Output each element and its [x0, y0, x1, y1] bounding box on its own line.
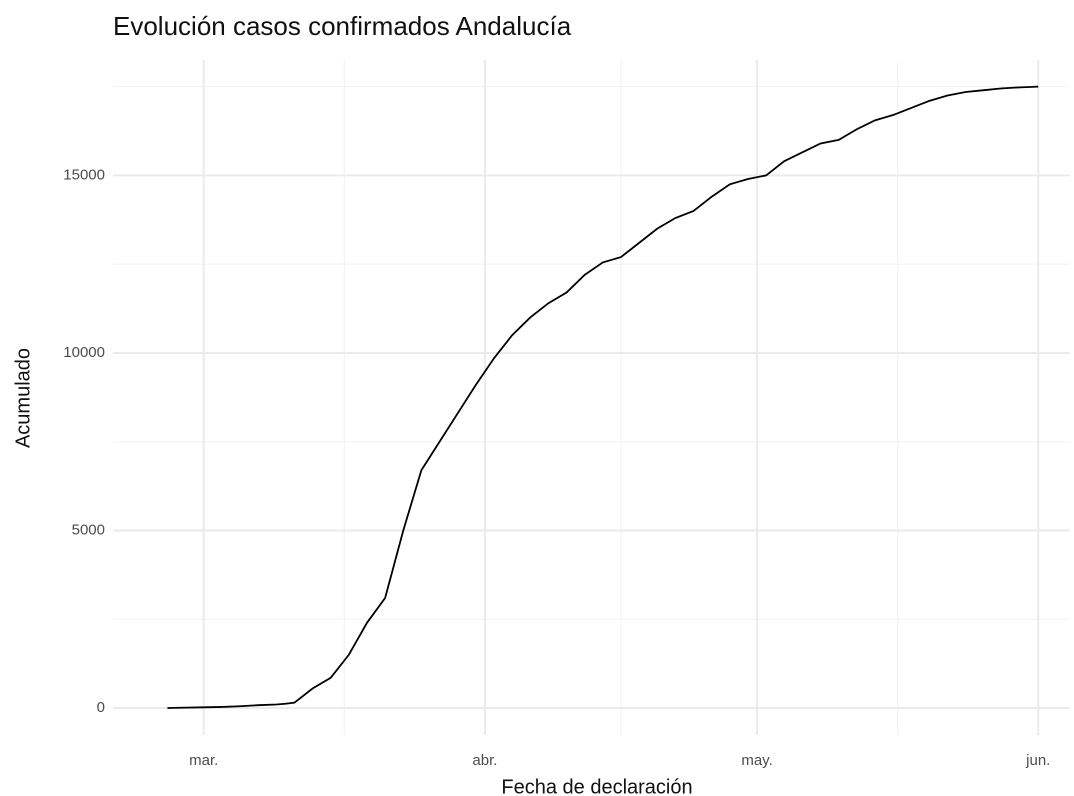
y-axis-title: Acumulado	[12, 348, 34, 448]
y-tick-label: 5000	[72, 521, 105, 538]
y-tick-label: 0	[97, 699, 105, 716]
x-tick-label: abr.	[472, 752, 497, 769]
x-axis-title: Fecha de declaración	[501, 776, 692, 796]
x-tick-label: may.	[741, 752, 772, 769]
x-tick-label: jun.	[1025, 752, 1050, 769]
y-tick-label: 10000	[63, 344, 105, 361]
y-tick-label: 15000	[63, 166, 105, 183]
line	[167, 85, 1039, 709]
chart-title: Evolución casos confirmados Andalucía	[113, 11, 572, 41]
x-tick-label: mar.	[189, 752, 218, 769]
